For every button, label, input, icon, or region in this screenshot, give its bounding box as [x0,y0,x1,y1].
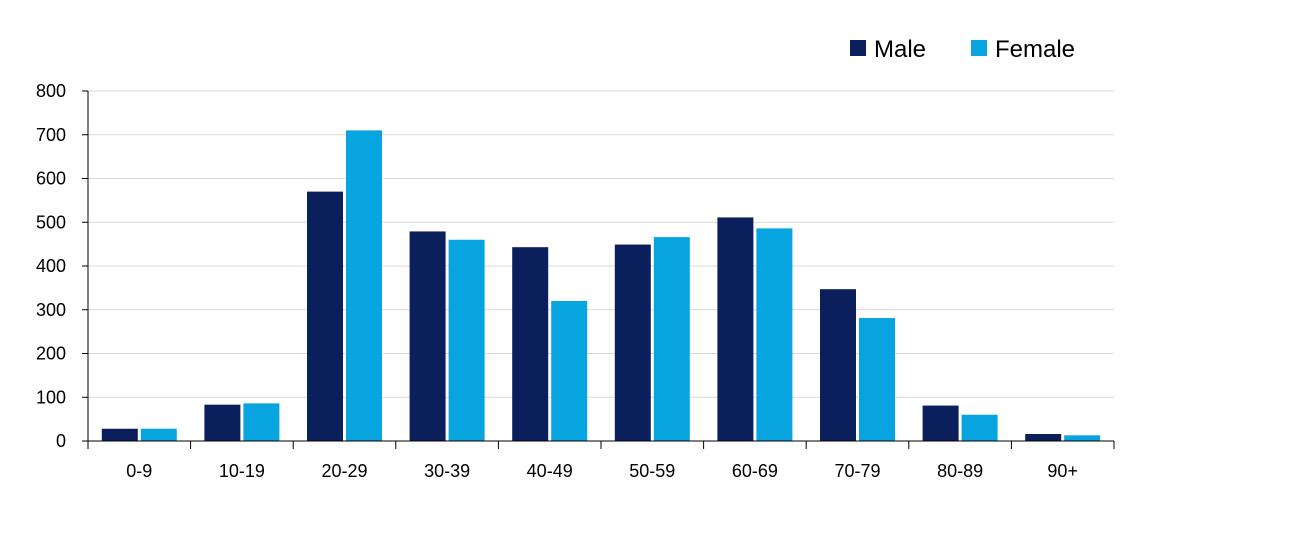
axes [82,90,1115,449]
x-tick-label: 0-9 [126,461,152,481]
bar-female-60-69 [756,228,793,441]
legend: Male Female [850,36,1075,63]
y-tick-labels: 0 100 200 300 400 500 600 700 800 [36,81,66,451]
bar-female-20-29 [346,130,382,441]
bar-female-30-39 [448,239,485,441]
x-tick-label: 10-19 [219,461,265,481]
legend-swatch-female [971,40,987,56]
x-tick-label: 90+ [1047,461,1078,481]
legend-label-male: Male [874,36,926,63]
bar-male-0-9 [101,428,138,441]
bar-female-50-59 [653,237,690,441]
bar-female-80-89 [961,414,998,441]
legend-label-female: Female [995,36,1075,63]
bar-male-60-69 [717,217,754,441]
bar-male-90+ [1025,434,1062,441]
bar-female-90+ [1064,435,1101,441]
x-tick-label: 60-69 [732,461,778,481]
bar-male-50-59 [614,244,651,441]
y-tick-label: 300 [36,300,66,320]
bars [101,130,1101,441]
gridlines [88,90,1114,398]
x-tick-label: 20-29 [321,461,367,481]
x-tick-label: 80-89 [937,461,983,481]
x-tick-label: 40-49 [527,461,573,481]
y-tick-label: 400 [36,256,66,276]
bar-male-10-19 [204,404,241,441]
bar-female-0-9 [140,428,177,441]
bar-female-40-49 [551,301,588,441]
x-tick-labels: 0-9 10-19 20-29 30-39 40-49 50-59 60-69 70-79 80… [126,461,1078,481]
bar-male-40-49 [512,247,549,441]
bar-male-20-29 [307,191,343,441]
x-tick-label: 50-59 [629,461,675,481]
legend-swatch-male [850,40,866,56]
bar-male-30-39 [409,231,446,441]
bar-male-70-79 [820,289,856,441]
y-tick-label: 800 [36,81,66,101]
y-tick-label: 500 [36,212,66,232]
x-tick-label: 70-79 [834,461,880,481]
y-tick-label: 700 [36,125,66,145]
bar-female-10-19 [243,403,280,441]
bar-female-70-79 [859,318,895,441]
bar-male-80-89 [922,405,959,441]
y-tick-label: 600 [36,169,66,189]
y-tick-label: 100 [36,387,66,407]
y-tick-label: 200 [36,344,66,364]
y-tick-label: 0 [56,431,66,451]
x-tick-label: 30-39 [424,461,470,481]
